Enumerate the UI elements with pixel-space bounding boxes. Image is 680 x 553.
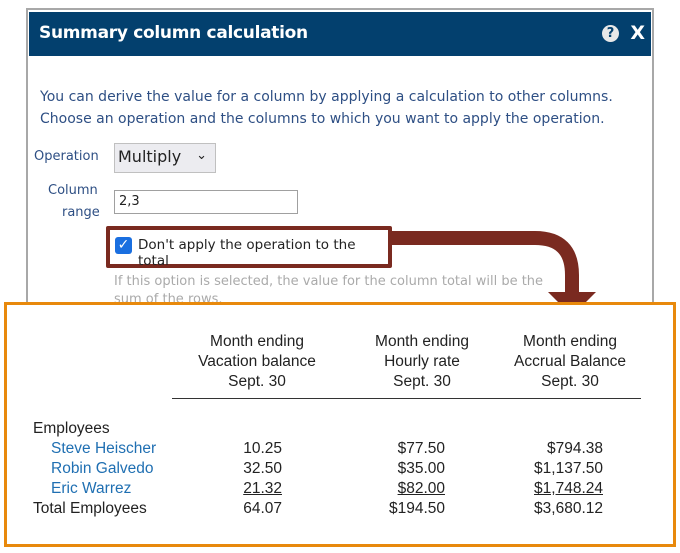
cell: $194.50 <box>388 500 445 517</box>
column-header: Month ending Vacation balance Sept. 30 <box>177 332 337 392</box>
close-button[interactable]: X <box>630 22 645 44</box>
table-row: Steve Heischer 10.25 $77.50 $794.38 <box>7 440 667 460</box>
table-row: Eric Warrez 21.32 $82.00 $1,748.24 <box>7 480 667 500</box>
employee-link[interactable]: Eric Warrez <box>51 480 132 497</box>
operation-select[interactable]: Multiply ⌄ <box>114 143 216 173</box>
dialog-title: Summary column calculation <box>39 23 308 43</box>
result-table-frame: Month ending Vacation balance Sept. 30 M… <box>4 302 676 547</box>
dont-apply-total-checkbox[interactable]: ✓ <box>115 237 132 254</box>
cell: $1,748.24 <box>534 480 603 497</box>
header-line: Month ending <box>375 333 469 350</box>
cell: 32.50 <box>243 460 282 477</box>
dialog-description: You can derive the value for a column by… <box>40 86 613 130</box>
cell: $35.00 <box>397 460 445 477</box>
group-label: Employees <box>33 420 110 437</box>
summary-calculation-dialog: Summary column calculation ? X You can d… <box>26 8 654 310</box>
cell: 21.32 <box>243 480 282 497</box>
help-icon[interactable]: ? <box>602 25 619 42</box>
header-line: Month ending <box>210 333 304 350</box>
checkbox-label: Don't apply the operation to the total <box>138 237 356 269</box>
cell: $1,137.50 <box>534 460 603 477</box>
hint-line: If this option is selected, the value fo… <box>114 274 544 289</box>
employee-link[interactable]: Robin Galvedo <box>51 460 154 477</box>
header-line: Sept. 30 <box>393 373 451 390</box>
column-header: Month ending Accrual Balance Sept. 30 <box>490 332 650 392</box>
cell: $77.50 <box>397 440 445 457</box>
column-range-label: range <box>62 205 100 220</box>
header-divider <box>172 398 641 399</box>
total-label: Total Employees <box>33 500 147 517</box>
total-row: Total Employees 64.07 $194.50 $3,680.12 <box>7 500 667 520</box>
cell: 10.25 <box>243 440 282 457</box>
header-line: Sept. 30 <box>228 373 286 390</box>
table-row: Robin Galvedo 32.50 $35.00 $1,137.50 <box>7 460 667 480</box>
group-row: Employees <box>7 420 667 440</box>
header-line: Sept. 30 <box>541 373 599 390</box>
operation-value: Multiply <box>118 147 182 166</box>
header-line: Hourly rate <box>384 353 460 370</box>
description-line: You can derive the value for a column by… <box>40 89 613 105</box>
dialog-header: Summary column calculation ? X <box>29 12 651 56</box>
highlighted-checkbox-row: ✓ Don't apply the operation to the total <box>106 226 392 269</box>
employee-link[interactable]: Steve Heischer <box>51 440 157 457</box>
header-line: Accrual Balance <box>513 353 626 370</box>
header-line: Month ending <box>523 333 617 350</box>
cell: $794.38 <box>546 440 603 457</box>
column-range-label: Column <box>48 183 98 198</box>
cell: $3,680.12 <box>534 500 603 517</box>
column-range-input[interactable]: 2,3 <box>114 190 298 214</box>
description-line: Choose an operation and the columns to w… <box>40 111 605 127</box>
cell: 64.07 <box>243 500 282 517</box>
header-line: Vacation balance <box>198 353 316 370</box>
cell: $82.00 <box>397 480 445 497</box>
column-header: Month ending Hourly rate Sept. 30 <box>342 332 502 392</box>
operation-label: Operation <box>34 149 99 164</box>
chevron-down-icon: ⌄ <box>196 148 207 163</box>
arrow-shaft <box>390 231 579 292</box>
